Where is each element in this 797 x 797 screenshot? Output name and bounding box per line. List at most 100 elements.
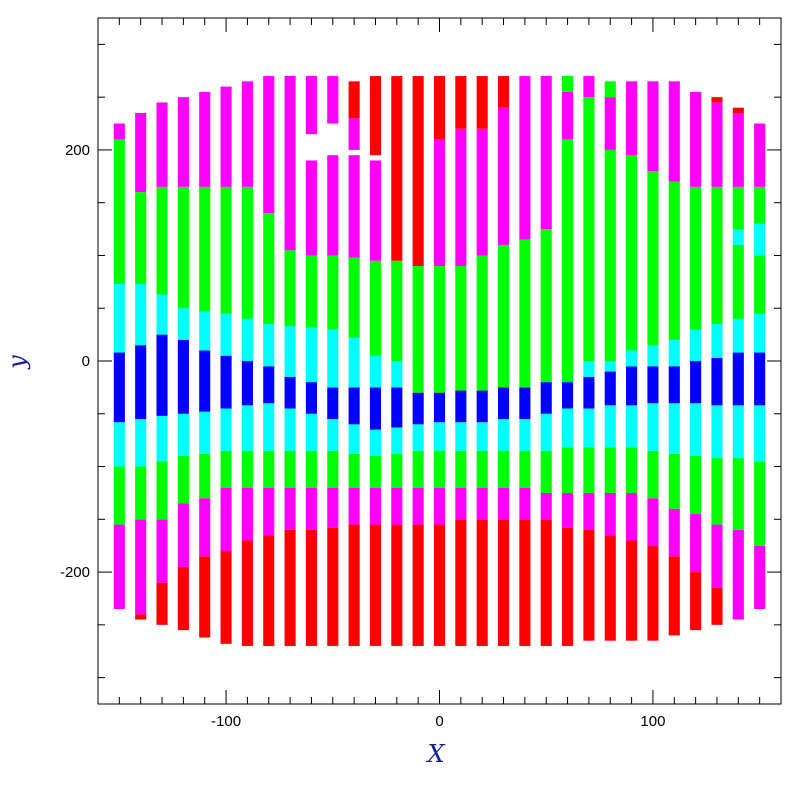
column [113,123,125,610]
column-segment-magenta [305,76,317,135]
column-segment-cyan [241,318,253,361]
column-segment-magenta [433,139,446,267]
column-segment-cyan [284,326,296,377]
column-segment-red [540,519,552,646]
column-segment-magenta [327,487,339,528]
column-segment-magenta [241,81,253,187]
tick-labels: -100 0 100 -200 0 200 [60,142,665,730]
column-segment-magenta [327,76,339,124]
column [732,107,744,620]
column [348,81,360,646]
column-segment-cyan [156,415,168,462]
column-segment-green [135,192,147,284]
column-segment-blue [156,334,168,416]
column-segment-cyan [626,350,638,367]
column-segment-magenta [690,91,702,187]
column [583,76,595,641]
column-segment-red [433,524,446,646]
column-segment-cyan [583,408,595,448]
column-segment-magenta [668,81,680,182]
column-segment-red [220,550,232,644]
column-segment-green [626,447,638,493]
column-segment-green [348,453,360,488]
column-segment-green [497,450,510,488]
column-segment-magenta [369,160,382,261]
column-segment-blue [177,339,189,414]
column-segment-blue [284,376,296,409]
column-segment-green [455,450,467,488]
column-segment-green [476,450,488,488]
column-segment-magenta [156,102,168,187]
column-segment-red [391,76,403,261]
column-segment-magenta [562,492,574,528]
column-segment-blue [369,387,382,430]
column [177,97,189,631]
column-segment-cyan [754,405,766,462]
column-segment-green [348,257,360,338]
column-segment-red [497,76,510,108]
column-segment-cyan [135,283,147,346]
column-segment-green [412,266,424,393]
column-segment-cyan [391,361,403,388]
column [497,76,510,646]
column-segment-cyan [647,345,659,367]
column-segment-blue [583,376,595,409]
axis-ticks [98,18,781,704]
column-segment-magenta [433,487,446,525]
column-segment-magenta [476,487,488,520]
column-segment-magenta [583,492,595,530]
column-segment-red [732,107,744,113]
column-segment-green [156,461,168,520]
column [263,76,275,646]
column [647,81,659,641]
column-segment-green [711,458,723,525]
column-segment-green [604,447,616,493]
column-segment-blue [135,345,147,420]
column-segment-magenta [455,487,467,520]
column-segment-red [305,529,317,646]
column-segment-blue [113,352,125,423]
column-segment-cyan [156,294,168,335]
column [433,76,446,646]
y-tick-label: -200 [60,564,90,581]
column-segment-magenta [241,487,253,541]
column-segment-red [690,572,702,631]
y-tick-label: 0 [82,353,90,370]
column-segment-red [348,81,360,119]
column-segment-green [540,229,552,383]
column-segment-green [668,453,680,509]
column-segment-magenta [199,498,211,557]
column [562,76,574,646]
column [391,76,403,646]
column-segment-magenta [668,508,680,557]
x-axis-label: X [425,740,445,768]
x-tick-label: 0 [435,713,443,730]
column-segment-cyan [690,329,702,361]
column-segment-green [156,186,168,295]
column-segment-cyan [305,327,317,383]
column-segment-red [135,614,147,620]
column-segment-red [199,556,211,638]
column-segment-red [476,519,488,646]
column-segment-cyan [284,408,296,451]
column [455,76,467,646]
column-segment-magenta [263,76,275,214]
column-segment-green [562,76,574,92]
column-segment-magenta [263,487,275,536]
column-segment-magenta [284,487,296,530]
column-segment-blue [690,361,702,404]
column-segment-green [284,250,296,327]
column-segment-magenta [284,76,296,251]
column-segment-magenta [497,107,510,245]
column-segment-magenta [412,487,424,525]
column [626,81,638,641]
column-segment-green [476,255,488,391]
column-segment-blue [626,366,638,406]
column-segment-magenta [690,514,702,573]
column-segment-cyan [519,419,531,451]
column-segment-green [647,450,659,499]
column-segment-green [562,447,574,493]
column-segment-cyan [604,361,616,372]
column [412,76,424,646]
